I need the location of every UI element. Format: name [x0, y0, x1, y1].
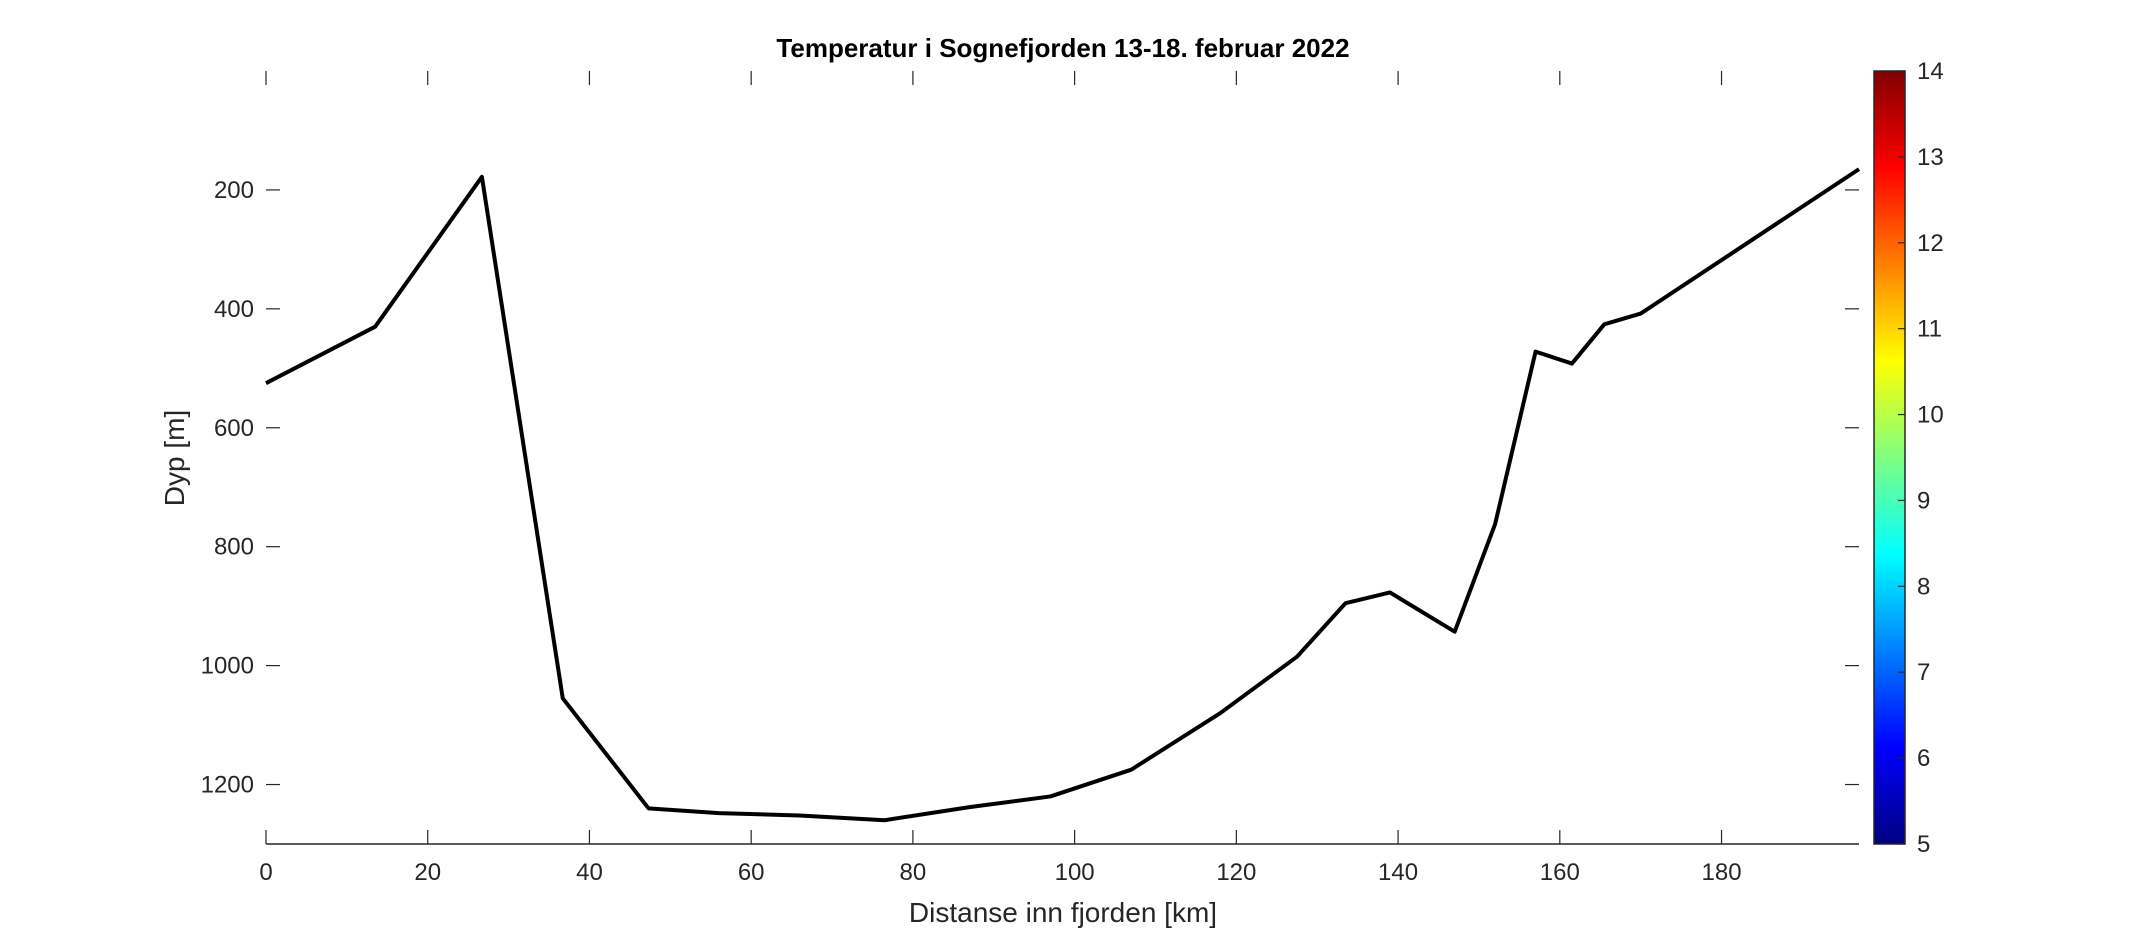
- colorbar-tick-label: 14: [1917, 58, 1944, 85]
- y-tick-label: 600: [214, 415, 254, 442]
- colorbar-ticks: 5 6 7 8 9 10 11 12 13 14: [1898, 58, 1944, 858]
- colorbar-tick-label: 10: [1917, 402, 1944, 429]
- temperature-region: [266, 71, 1220, 844]
- temperature-region: [492, 92, 1220, 129]
- x-tick-label: 80: [900, 859, 927, 886]
- x-tick-label: 140: [1378, 859, 1418, 886]
- temperature-region: [929, 92, 1220, 107]
- temperature-region: [266, 71, 1220, 78]
- colorbar-tick-label: 13: [1917, 144, 1944, 171]
- x-tick-label: 180: [1702, 859, 1742, 886]
- y-tick-label: 400: [214, 296, 254, 323]
- colorbar-tick-label: 12: [1917, 230, 1944, 257]
- temperature-region: [563, 188, 1220, 844]
- x-tick-label: 120: [1216, 859, 1256, 886]
- temperature-region: [563, 499, 582, 553]
- x-tick-label: 60: [738, 859, 765, 886]
- temperature-region: [727, 89, 1220, 118]
- x-tick-label: 0: [259, 859, 272, 886]
- temperature-region: [743, 435, 1220, 607]
- x-tick-label: 40: [576, 859, 603, 886]
- colorbar-tick-label: 6: [1917, 745, 1930, 772]
- bottom-profile-line: [265, 167, 1861, 823]
- temperature-region: [266, 84, 403, 120]
- x-tick-label: 160: [1540, 859, 1580, 886]
- y-tick-label: 800: [214, 534, 254, 561]
- x-axis-label: Distanse inn fjorden [km]: [909, 897, 1217, 928]
- temperature-region: [266, 77, 1220, 87]
- contour-fills: [266, 71, 1220, 844]
- x-tick-label: 100: [1055, 859, 1095, 886]
- colorbar-tick-label: 5: [1917, 831, 1930, 858]
- chart-title: Temperatur i Sognefjorden 13-18. februar…: [776, 33, 1349, 63]
- axes: 0 20 40 60 80 100 120 140 160 180 200 400 600 800 1000…: [201, 71, 1859, 886]
- y-axis-label: Dyp [m]: [159, 410, 190, 506]
- y-tick-label: 1000: [201, 653, 254, 680]
- temperature-region: [266, 80, 589, 132]
- x-tick-label: 20: [414, 859, 441, 886]
- colorbar-tick-label: 11: [1917, 316, 1942, 343]
- colorbar: [1873, 70, 1906, 845]
- colorbar-tick-label: 7: [1917, 659, 1930, 686]
- colorbar-tick-label: 9: [1917, 487, 1930, 514]
- y-tick-label: 1200: [201, 772, 254, 799]
- colorbar-tick-label: 8: [1917, 573, 1930, 600]
- y-tick-label: 200: [214, 177, 254, 204]
